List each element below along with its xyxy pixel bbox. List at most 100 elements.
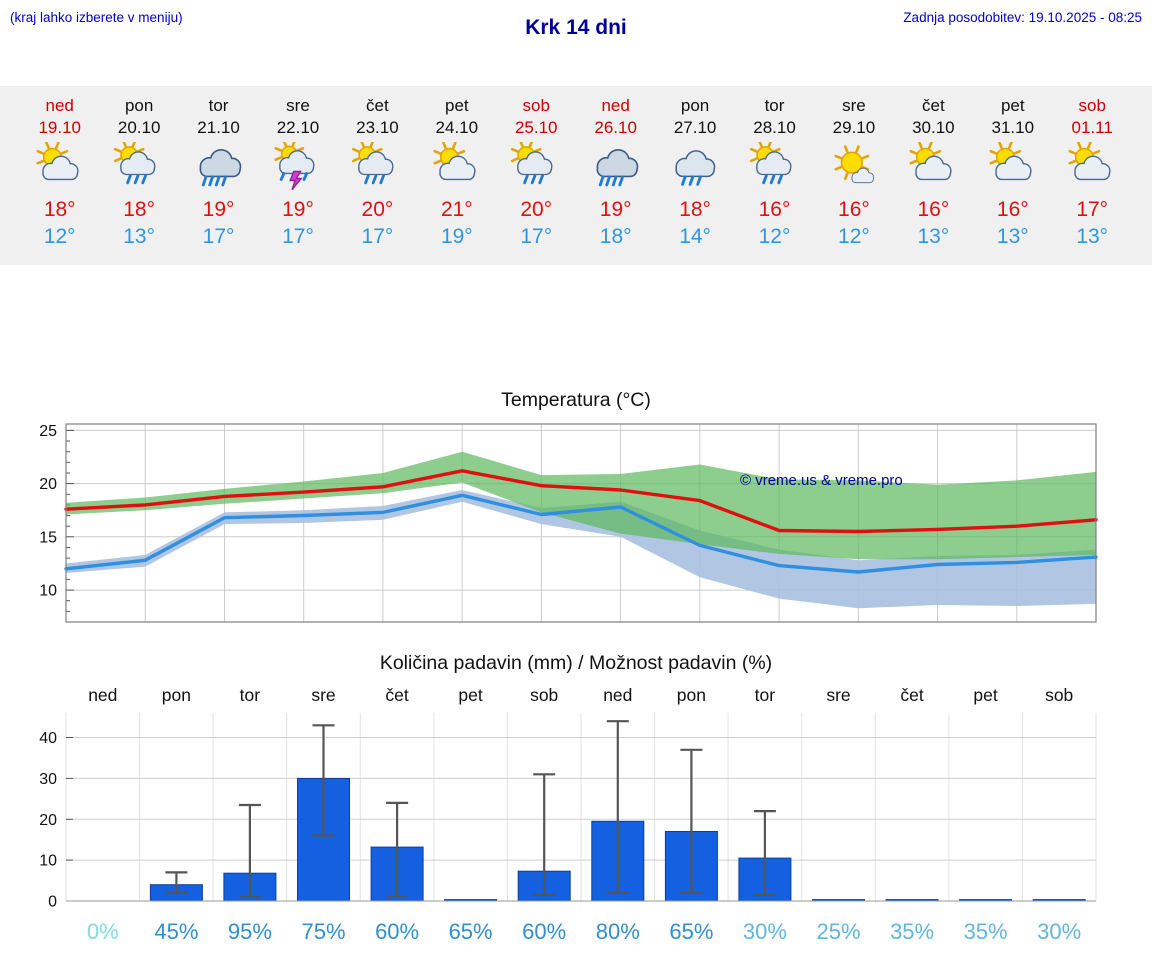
- temp-ytick-label: 25: [39, 423, 57, 440]
- precip-probability: 0%: [87, 919, 119, 944]
- heavy-rain-icon: [576, 140, 655, 194]
- partly-sunny-icon: [894, 140, 973, 194]
- temperature-chart: 10 15 20 25 © vreme.us & vreme.pro: [24, 418, 1128, 630]
- precip-error-bar: [312, 723, 335, 837]
- precip-ytick-label: 30: [39, 771, 57, 788]
- temp-min-band: [66, 489, 1096, 608]
- precip-error-bar: [606, 719, 629, 894]
- low-temperature: 12°: [838, 225, 870, 249]
- day-column-25.10[interactable]: sob 25.10 20° 17°: [497, 95, 576, 251]
- high-temperature: 19°: [282, 198, 314, 222]
- day-column-30.10[interactable]: čet 30.10 16° 13°: [894, 95, 973, 251]
- day-name: sre: [286, 96, 310, 115]
- precip-error-bar: [238, 803, 261, 898]
- sun-rain-icon: [735, 140, 814, 194]
- precip-probability: 45%: [154, 919, 198, 944]
- low-temperature: 17°: [520, 225, 553, 249]
- watermark: © vreme.us & vreme.pro: [740, 471, 903, 489]
- day-column-21.10[interactable]: tor 21.10 19° 17°: [179, 95, 258, 251]
- partly-sunny-icon: [20, 140, 99, 194]
- day-name: čet: [922, 96, 945, 115]
- precipitation-chart-title: Količina padavin (mm) / Možnost padavin …: [379, 651, 773, 674]
- day-column-01.11[interactable]: sob 01.11 17° 13°: [1052, 95, 1131, 251]
- day-name: tor: [764, 96, 785, 115]
- page-header: (kraj lahko izberete v meniju) Krk 14 dn…: [0, 0, 1152, 46]
- heavy-rain-icon: [179, 140, 258, 194]
- precip-probability: 60%: [375, 919, 419, 944]
- precip-day-label: tor: [240, 685, 261, 705]
- rain-icon: [655, 140, 734, 194]
- high-temperature: 20°: [361, 198, 394, 222]
- precip-day-label: pon: [677, 685, 706, 705]
- day-date: 27.10: [673, 118, 717, 138]
- day-date: 29.10: [832, 118, 876, 138]
- high-temperature: 16°: [838, 198, 870, 222]
- day-column-22.10[interactable]: sre 22.10 19° 17°: [258, 95, 337, 251]
- day-date: 22.10: [276, 118, 320, 138]
- precip-day-label: sre: [311, 685, 335, 705]
- precip-probability: 65%: [669, 919, 713, 944]
- precip-day-label: ned: [603, 685, 632, 705]
- temp-max-line: [64, 468, 1098, 533]
- day-date: 23.10: [356, 118, 399, 138]
- precip-day-label: pet: [458, 685, 482, 705]
- precip-error-bar: [386, 801, 409, 898]
- day-name: tor: [208, 96, 229, 115]
- high-temperature: 19°: [599, 198, 632, 222]
- day-date: 31.10: [991, 118, 1035, 138]
- day-name: sre: [842, 96, 866, 115]
- day-column-28.10[interactable]: tor 28.10 16° 12°: [735, 95, 814, 251]
- precip-ytick-label: 0: [48, 893, 57, 910]
- precip-day-label: pon: [162, 685, 191, 705]
- precip-day-label: sob: [1045, 685, 1073, 705]
- low-temperature: 18°: [599, 225, 632, 249]
- low-temperature: 13°: [917, 225, 950, 249]
- partly-sunny-icon: [973, 140, 1052, 194]
- day-date: 01.11: [1071, 118, 1113, 138]
- partly-sunny-icon: [417, 140, 496, 194]
- day-date: 21.10: [197, 118, 240, 138]
- low-temperature: 17°: [202, 225, 235, 249]
- temperature-chart-section: Temperatura (°C) 10 15 20 25 © vreme.us & v…: [0, 389, 1152, 630]
- day-date: 26.10: [594, 118, 637, 138]
- high-temperature: 18°: [123, 198, 156, 222]
- day-column-24.10[interactable]: pet 24.10 21° 19°: [417, 95, 496, 251]
- sun-rain-icon: [338, 140, 417, 194]
- day-name: pon: [680, 96, 710, 115]
- precip-error-bar: [680, 748, 703, 894]
- day-name: sob: [1078, 96, 1106, 115]
- day-date: 25.10: [514, 118, 558, 138]
- temperature-chart-svg: 10 15 20 25: [39, 423, 1098, 623]
- day-column-26.10[interactable]: ned 26.10 19° 18°: [576, 95, 655, 251]
- day-name: pet: [1000, 96, 1025, 115]
- low-temperature: 17°: [361, 225, 394, 249]
- day-column-23.10[interactable]: čet 23.10 20° 17°: [338, 95, 417, 251]
- page-title: Krk 14 dni: [525, 16, 627, 39]
- low-temperature: 13°: [996, 225, 1029, 249]
- high-temperature: 18°: [679, 198, 711, 222]
- precip-probability: 60%: [522, 919, 566, 944]
- precip-day-label: čet: [900, 685, 923, 705]
- sun-rain-icon: [497, 140, 576, 194]
- day-column-27.10[interactable]: pon 27.10 18° 14°: [655, 95, 734, 251]
- precip-ytick-label: 10: [39, 852, 57, 869]
- high-temperature: 20°: [520, 198, 553, 222]
- precip-ytick-label: 20: [39, 812, 57, 829]
- precip-error-bar: [753, 809, 776, 896]
- day-column-31.10[interactable]: pet 31.10 16° 13°: [973, 95, 1052, 251]
- day-name: pon: [124, 96, 154, 115]
- day-date: 24.10: [435, 118, 479, 138]
- high-temperature: 16°: [917, 198, 950, 222]
- day-column-19.10[interactable]: ned 19.10 18° 12°: [20, 95, 99, 251]
- precipitation-chart-svg: ned pon tor sre čet pet sob ned pon tor sre čet pet s…: [39, 685, 1097, 944]
- day-column-20.10[interactable]: pon 20.10 18° 13°: [99, 95, 178, 251]
- low-temperature: 19°: [440, 225, 473, 249]
- high-temperature: 16°: [758, 198, 791, 222]
- low-temperature: 12°: [43, 225, 76, 249]
- location-menu-hint: (kraj lahko izberete v meniju): [10, 10, 183, 25]
- day-name: ned: [601, 96, 630, 115]
- precip-ytick-label: 40: [39, 730, 57, 747]
- temperature-chart-title: Temperatura (°C): [501, 388, 651, 411]
- precip-probability: 30%: [1037, 919, 1081, 944]
- day-column-29.10[interactable]: sre 29.10 16° 12°: [814, 95, 893, 251]
